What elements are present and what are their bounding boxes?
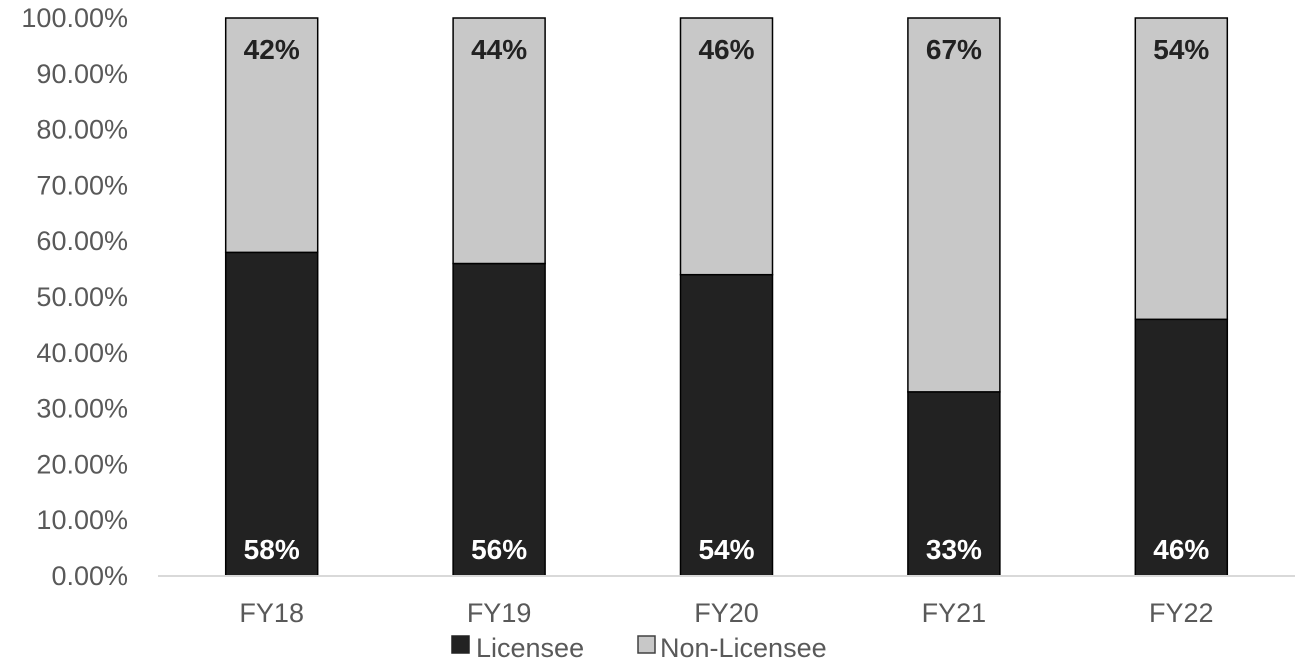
y-tick-label: 60.00% <box>36 226 128 256</box>
data-label: 67% <box>926 34 982 65</box>
legend-swatch-licensee <box>451 635 470 654</box>
y-tick-label: 20.00% <box>36 449 128 479</box>
y-axis: 0.00% 10.00% 20.00% 30.00% 40.00% 50.00% 60.00… <box>21 3 128 591</box>
legend-label: Licensee <box>476 633 584 663</box>
data-label: 46% <box>1153 534 1209 565</box>
data-label: 54% <box>698 534 754 565</box>
bar-segment-licensee <box>1134 318 1229 577</box>
bar-segment-licensee <box>907 391 1001 577</box>
bar-segment-licensee <box>452 262 546 577</box>
data-label: 54% <box>1153 34 1209 65</box>
y-tick-label: 40.00% <box>36 338 128 368</box>
x-tick-label: FY20 <box>694 598 759 628</box>
y-tick-label: 100.00% <box>21 3 128 33</box>
bar-segment-non-licensee <box>1134 17 1229 321</box>
y-tick-label: 50.00% <box>36 282 128 312</box>
y-tick-label: 90.00% <box>36 59 128 89</box>
bar-segment-non-licensee <box>907 17 1001 393</box>
y-tick-label: 70.00% <box>36 170 128 200</box>
x-tick-label: FY18 <box>239 598 304 628</box>
data-label: 33% <box>926 534 982 565</box>
data-label: 56% <box>471 534 527 565</box>
data-label: 44% <box>471 34 527 65</box>
bar-segment-non-licensee <box>679 17 774 276</box>
bar-segment-non-licensee <box>452 17 546 265</box>
bar-segment-licensee <box>679 273 774 577</box>
legend-label: Non-Licensee <box>660 633 827 663</box>
x-tick-label: FY21 <box>922 598 987 628</box>
x-axis: FY18 FY19 FY20 FY21 FY22 <box>239 598 1213 628</box>
y-tick-label: 0.00% <box>51 561 128 591</box>
y-tick-label: 10.00% <box>36 505 128 535</box>
data-label: 58% <box>244 534 300 565</box>
x-tick-label: FY22 <box>1149 598 1214 628</box>
x-tick-label: FY19 <box>467 598 532 628</box>
bar-segment-licensee <box>224 251 319 577</box>
legend: Licensee Non-Licensee <box>451 633 827 663</box>
bar-segment-non-licensee <box>224 17 319 254</box>
legend-swatch-non-licensee <box>637 635 656 654</box>
data-label: 42% <box>244 34 300 65</box>
data-label: 46% <box>698 34 754 65</box>
bars: 58% 42% 56% 44% 54% 46% 33% 67% 46% 54% <box>224 17 1229 577</box>
y-tick-label: 80.00% <box>36 115 128 145</box>
y-tick-label: 30.00% <box>36 394 128 424</box>
